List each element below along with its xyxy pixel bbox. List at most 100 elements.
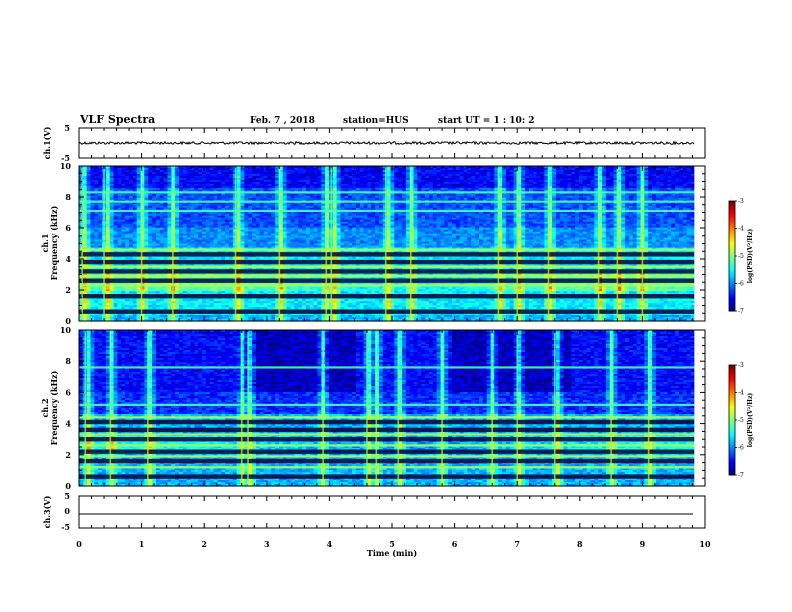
ch1-spectrogram-cell [259, 255, 265, 259]
ch1-spectrogram-cell [98, 185, 103, 189]
ch1-spectrogram-cell [209, 285, 215, 288]
ch1-spectrogram-cell [275, 225, 280, 229]
ch1-spectrogram-cell [282, 215, 288, 219]
ch1-spectrogram-cell [267, 245, 272, 249]
ch1-spectrogram-cell [136, 297, 142, 300]
ch1-spectrogram-cell [136, 179, 142, 183]
ch1-spectrogram-cell [194, 305, 199, 308]
ch1-spectrogram-cell [282, 317, 288, 320]
ch1-spectrogram-cell [278, 297, 284, 300]
ch1-spectrogram-cell [129, 319, 134, 322]
ch1-spectrogram-cell [140, 299, 145, 302]
ch1-spectrogram-cell [213, 225, 219, 229]
ch1-spectrogram-cell [190, 289, 195, 292]
ch1-spectrogram-cell [132, 289, 138, 292]
ch1-spectrogram-cell [144, 193, 149, 197]
ch1-spectrogram-cell [263, 289, 269, 292]
ch1-spectrogram-cell [252, 303, 257, 306]
ch1-spectrogram-cell [136, 175, 142, 179]
ch1-spectrogram-cell [148, 245, 153, 249]
ch1-spectrogram-cell [290, 319, 295, 322]
ch1-spectrogram-cell [140, 167, 145, 171]
ch1-spectrogram-cell [117, 257, 122, 260]
ch1-spectrogram-cell [213, 167, 219, 171]
ch1-spectrogram-cell [94, 185, 99, 189]
ch1-spectrogram-cell [228, 241, 234, 245]
ch1-spectrogram-cell [205, 205, 211, 209]
ch1-spectrogram-cell [125, 285, 130, 288]
ch1-spectrogram-cell [228, 319, 234, 322]
ch1-spectrogram-cell [252, 231, 257, 235]
ch1-spectrogram-cell [155, 303, 161, 306]
ch1-spectrogram-cell [202, 291, 207, 294]
ch1-spectrogram-cell [186, 169, 192, 173]
ch1-spectrogram-cell [179, 257, 184, 260]
ch1-spectrogram-cell [82, 197, 88, 201]
ch1-spectrogram-cell [148, 189, 153, 193]
ch1-spectrogram-cell [205, 235, 211, 239]
ch1-spectrogram-cell [271, 211, 276, 215]
ch1-spectrogram-cell [255, 175, 261, 179]
ch1-spectrogram-cell [105, 185, 111, 189]
ch1-spectrogram-cell [113, 299, 119, 302]
ch1-spectrogram-cell [194, 173, 199, 177]
ch1-spectrogram-cell [228, 185, 234, 189]
ch1-spectrogram-cell [240, 166, 245, 169]
ch1-spectrogram-cell [225, 179, 230, 183]
ch1-spectrogram-cell [248, 201, 253, 205]
ch1-spectrogram-cell [294, 219, 299, 223]
ch1-spectrogram-cell [221, 237, 226, 241]
ch1-spectrogram-cell [217, 225, 222, 229]
ch1-spectrogram-cell [182, 313, 188, 316]
ch1-spectrogram-cell [94, 291, 99, 294]
ch1-spectrogram-cell [221, 241, 226, 245]
ch1-spectrogram-cell [259, 267, 265, 270]
ch1-spectrogram-cell [186, 285, 192, 288]
ch1-spectrogram-cell [286, 273, 292, 276]
ch1-spectrogram-cell [159, 217, 165, 221]
ch1-spectrogram-cell [167, 243, 172, 247]
ch1-spectrogram-cell [109, 301, 115, 304]
ch1-spectrogram-cell [90, 313, 95, 316]
ch1-spectrogram-cell [79, 303, 84, 306]
ch1-spectrogram-cell [159, 239, 165, 243]
ch1-spectrogram-cell [148, 187, 153, 191]
ch1-spectrogram-cell [94, 213, 99, 217]
ch1-spectrogram-cell [167, 315, 172, 318]
ch1-spectrogram-cell [175, 303, 180, 306]
ch1-spectrogram-cell [179, 303, 184, 306]
ch1-spectrogram-cell [202, 217, 207, 221]
ch1-spectrogram-cell [163, 217, 169, 221]
ch1-spectrogram-cell [144, 227, 149, 231]
ch1-spectrogram-cell [152, 185, 157, 189]
ch1-spectrogram-cell [290, 215, 295, 219]
ch1-spectrogram-cell [182, 305, 188, 308]
ch1-spectrogram-cell [202, 177, 207, 181]
ch1-spectrogram-cell [90, 235, 95, 239]
ch1-spectrogram-cell [228, 303, 234, 306]
ch1-spectrogram-cell [290, 303, 295, 306]
ch1-spectrogram-cell [286, 257, 292, 260]
ch1-spectrogram-cell [79, 319, 84, 322]
ch1-spectrogram-cell [221, 319, 226, 322]
ch1-spectrogram-cell [132, 193, 138, 197]
ch1-spectrogram-cell [194, 187, 199, 191]
ch1-spectrogram-cell [286, 235, 292, 239]
ch1-spectrogram-cell [94, 221, 99, 225]
ch1-spectrogram-cell [182, 297, 188, 300]
ch1-spectrogram-cell [286, 197, 292, 201]
ch1-spectrogram-cell [179, 173, 184, 177]
ch1-spectrogram-cell [186, 207, 192, 211]
ch1-spectrogram-cell [155, 215, 161, 219]
ch1-spectrogram-cell [136, 305, 142, 308]
ch1-spectrogram-cell [94, 167, 99, 171]
ch1-spectrogram-cell [94, 229, 99, 233]
ch1-spectrogram-cell [132, 235, 138, 239]
ch1-spectrogram-cell [136, 303, 142, 306]
ch1-spectrogram-cell [190, 193, 195, 197]
ch1-spectrogram-cell [271, 317, 276, 320]
ch1-spectrogram-cell [225, 177, 230, 181]
ch1-spectrogram-cell [179, 243, 184, 247]
ch1-spectrogram-cell [198, 177, 203, 181]
ch1-spectrogram-cell [259, 217, 265, 221]
